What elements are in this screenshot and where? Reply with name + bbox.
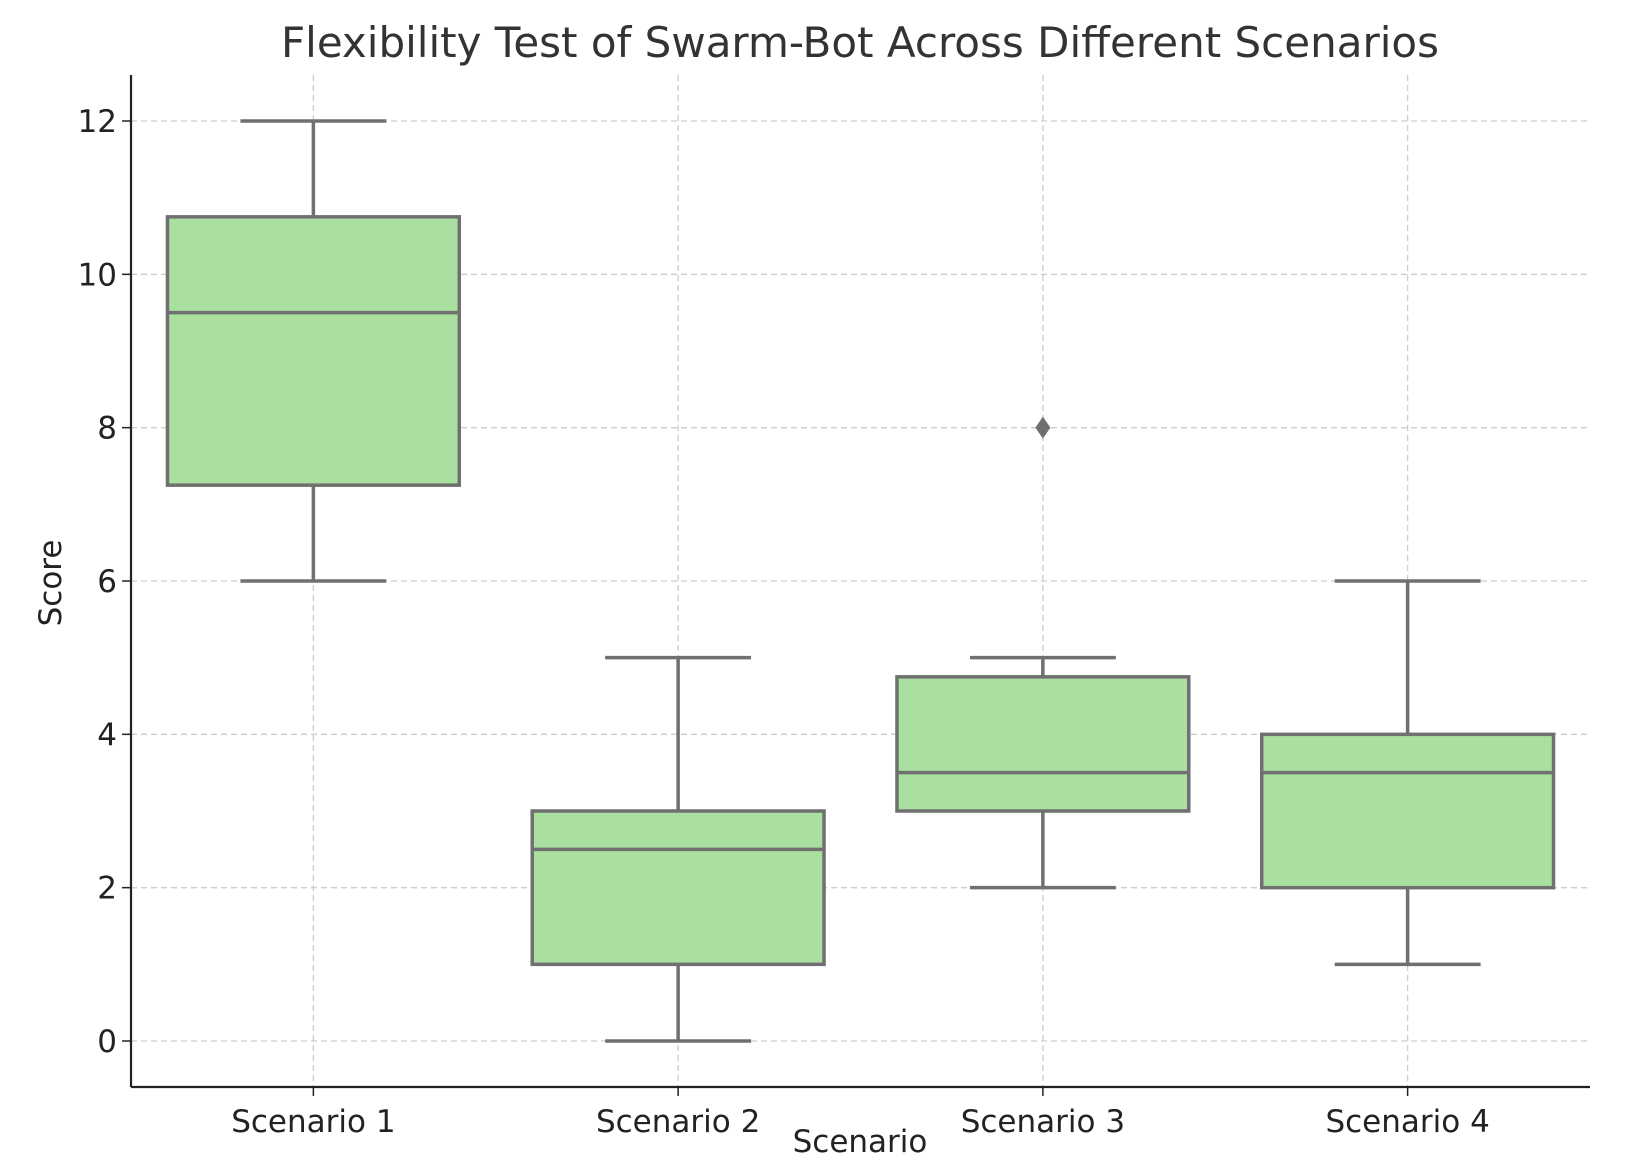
y-tick-label: 8	[97, 411, 117, 447]
box-group	[1259, 579, 1556, 967]
box-group	[165, 119, 462, 583]
x-tick-label: Scenario 2	[596, 1104, 760, 1140]
y-tick-label: 10	[78, 257, 117, 293]
y-tick-label: 12	[78, 104, 117, 140]
iqr-box	[1259, 732, 1556, 890]
y-tick-label: 4	[97, 717, 117, 753]
x-tick-label: Scenario 1	[231, 1104, 395, 1140]
tick-layer: 0 2 4 6 8 10 12 Scenario 1 Scenario 2 Scenario 3 S…	[78, 104, 1490, 1140]
y-axis-title: Score	[33, 540, 69, 627]
x-axis-title: Scenario	[793, 1124, 928, 1159]
y-tick-label: 0	[97, 1024, 117, 1060]
y-tick-label: 6	[97, 564, 117, 600]
x-tick-label: Scenario 4	[1325, 1104, 1489, 1140]
iqr-box	[165, 215, 462, 487]
iqr-box	[530, 809, 826, 967]
y-tick-label: 2	[97, 871, 117, 907]
box-group	[530, 655, 826, 1043]
box-layer	[165, 119, 1556, 1043]
iqr-box	[895, 675, 1191, 813]
chart-title: Flexibility Test of Swarm-Bot Across Dif…	[281, 18, 1439, 67]
x-tick-label: Scenario 3	[961, 1104, 1125, 1140]
box-group	[895, 416, 1191, 890]
outlier-marker	[1035, 416, 1051, 439]
